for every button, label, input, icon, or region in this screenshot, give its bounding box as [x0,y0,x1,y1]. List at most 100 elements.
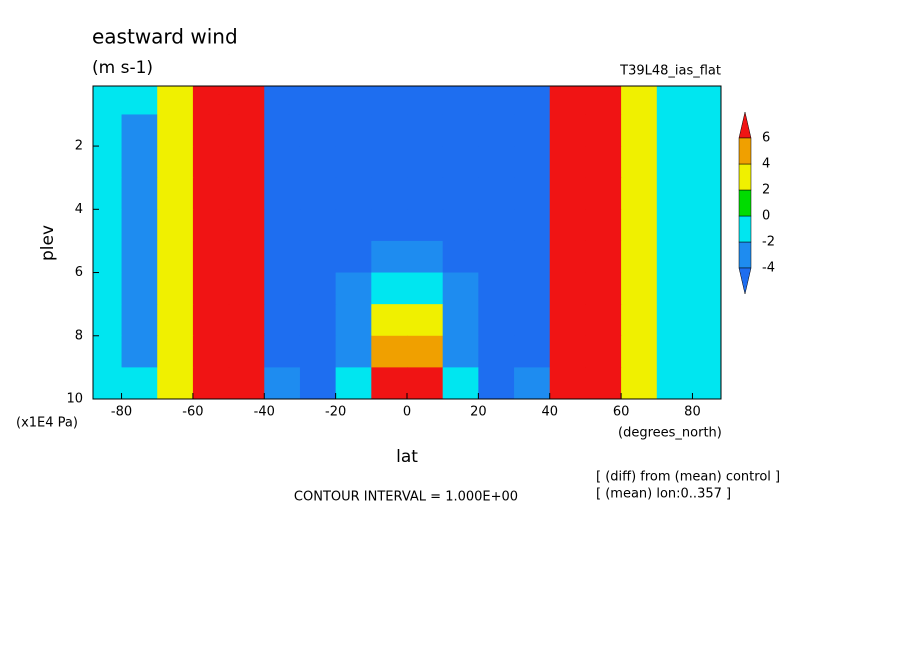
contour-interval: CONTOUR INTERVAL = 1.000E+00 [294,490,518,505]
field-cell [157,272,194,305]
field-cell [585,240,622,274]
field-cell [264,272,301,305]
colorbar-label: -2 [762,235,775,250]
colorbar-triangle [738,267,752,295]
field-cell [514,209,551,242]
field-cell [335,272,372,305]
field-cell [442,114,479,147]
field-cell [407,367,444,400]
field-cell [192,240,230,274]
field-cell [121,272,158,305]
colorbar-label: 2 [762,183,770,198]
field-cell [621,335,658,368]
field-cell [93,209,123,242]
field-cell [478,146,515,179]
field-cell [121,335,158,368]
field-cell [371,209,408,242]
y-tick-label: 6 [75,265,83,280]
field-cell [478,209,515,242]
field-cell [478,86,515,115]
field-cell [157,86,194,115]
field-cell [407,146,444,179]
y-tick-label: 10 [66,392,83,407]
colorbar-label: 6 [762,131,770,146]
x-tick-label: 80 [684,405,701,420]
field-cell [514,304,551,337]
field-cell [656,304,693,337]
field-cell [407,335,444,368]
field-cell [121,240,158,274]
field-cell [335,335,372,368]
field-cell [371,114,408,147]
field-cell [192,114,230,147]
chart-title: eastward wind [92,25,238,49]
field-cell [299,304,337,337]
field-cell [371,304,408,337]
colorbar-box [738,163,752,191]
field-cell [656,86,693,115]
field-cell [549,367,586,400]
field-cell [549,240,586,274]
field-cell [264,240,301,274]
field-cell [585,367,622,400]
field-cell [442,272,479,305]
field-cell [549,86,586,115]
field-cell [157,304,194,337]
colorbar-label: 4 [762,157,770,172]
note: [ (mean) lon:0..357 ] [596,487,731,502]
field-cell [549,177,586,210]
field-cell [514,86,551,115]
field-cell [93,240,123,274]
field-cell [514,272,551,305]
field-cell [656,240,693,274]
field-cell [621,146,658,179]
field-cell [93,86,123,115]
field-cell [121,86,158,115]
field-cell [157,146,194,179]
field-cell [121,209,158,242]
field-cell [478,272,515,305]
field-cell [335,86,372,115]
field-cell [692,335,722,368]
field-cell [407,209,444,242]
field-cell [514,177,551,210]
field-cell [442,335,479,368]
field-cell [514,367,551,400]
field-cell [335,240,372,274]
field-cell [478,304,515,337]
field-cell [585,209,622,242]
field-cell [514,240,551,274]
field-cell [585,272,622,305]
field-cell [264,304,301,337]
field-cell [264,335,301,368]
field-cell [442,367,479,400]
y-axis-units: (x1E4 Pa) [16,416,78,431]
field-cell [407,86,444,115]
field-cell [656,367,693,400]
field-cell [692,86,722,115]
field-cell [478,240,515,274]
field-cell [656,209,693,242]
field-cell [549,146,586,179]
field-cell [264,146,301,179]
field-cell [371,272,408,305]
x-tick-label: 40 [541,405,558,420]
field-cell [157,114,194,147]
field-cell [264,114,301,147]
field-cell [192,335,230,368]
field-cell [228,114,265,147]
colorbar-box [738,189,752,217]
field-cell [228,177,265,210]
field-cell [299,209,337,242]
field-cell [192,146,230,179]
field-cell [299,367,337,400]
field-cell [157,335,194,368]
field-cell [299,114,337,147]
field-cell [228,240,265,274]
field-cell [264,367,301,400]
field-cell [549,272,586,305]
field-cell [335,146,372,179]
field-cell [656,272,693,305]
field-cell [93,146,123,179]
field-cell [264,177,301,210]
